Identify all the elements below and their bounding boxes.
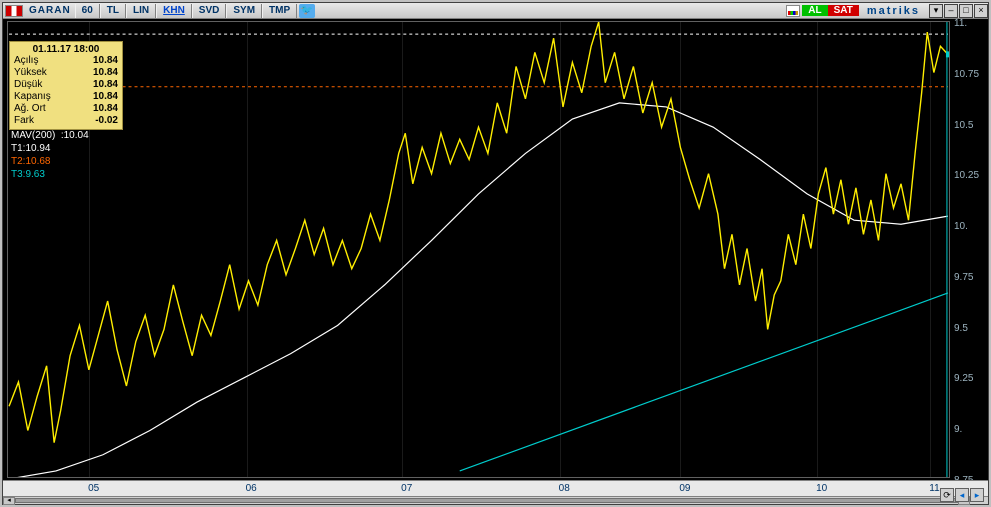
svd-button[interactable]: SVD	[192, 4, 227, 18]
indicator-legend: MAV(200) :10.04 T1:10.94 T2:10.68 T3:9.6…	[11, 129, 89, 181]
plot-area[interactable]	[7, 21, 950, 478]
scroll-left-button[interactable]: ◂	[3, 497, 15, 505]
y-tick: 10.	[954, 221, 968, 232]
flag-icon	[5, 5, 23, 17]
sym-button[interactable]: SYM	[226, 4, 262, 18]
x-tick: 05	[88, 483, 99, 494]
t1-label: T1:10.94	[11, 142, 89, 155]
y-tick: 10.75	[954, 69, 979, 80]
y-tick: 9.5	[954, 323, 968, 334]
chart-svg	[8, 22, 949, 477]
ohlc-info-box: 01.11.17 18:00 Açılış 10.84 Yüksek 10.84 Düş…	[9, 41, 123, 130]
period-button[interactable]: 60	[75, 4, 100, 18]
close-button[interactable]: ×	[974, 4, 988, 18]
scroll-thumb[interactable]	[15, 498, 958, 503]
y-tick: 10.5	[954, 120, 973, 131]
refresh-icon[interactable]: ⟳	[940, 488, 954, 502]
t3-label: T3:9.63	[11, 168, 89, 181]
next-icon[interactable]: ▸	[970, 488, 984, 502]
twitter-icon[interactable]: 🐦	[299, 4, 315, 18]
info-row-label: Kapanış	[14, 91, 51, 103]
tmp-button[interactable]: TMP	[262, 4, 297, 18]
info-row-label: Açılış	[14, 55, 38, 67]
x-axis: 05 06 07 08 09 10 11	[3, 480, 988, 496]
chart-area[interactable]: 11.10.7510.510.2510.9.759.59.259.8.75 01…	[3, 19, 988, 480]
x-tick: 10	[816, 483, 827, 494]
chart-icon[interactable]	[786, 5, 800, 17]
info-row-value: -0.02	[95, 115, 118, 127]
y-tick: 10.25	[954, 170, 979, 181]
minimize-button[interactable]: –	[944, 4, 958, 18]
t2-label: T2:10.68	[11, 155, 89, 168]
y-tick: 9.25	[954, 373, 973, 384]
y-tick: 11.	[954, 19, 967, 29]
info-row-label: Düşük	[14, 79, 42, 91]
y-tick: 9.	[954, 424, 962, 435]
y-axis: 11.10.7510.510.2510.9.759.59.259.8.75	[952, 21, 988, 478]
info-row-value: 10.84	[93, 79, 118, 91]
x-tick: 11	[929, 483, 939, 494]
al-button[interactable]: AL	[802, 5, 827, 16]
scrollbar[interactable]: ◂ ▸	[3, 496, 988, 504]
prev-icon[interactable]: ◂	[955, 488, 969, 502]
info-row-label: Fark	[14, 115, 34, 127]
x-tick: 09	[679, 483, 690, 494]
tl-button[interactable]: TL	[100, 4, 126, 18]
info-row-value: 10.84	[93, 91, 118, 103]
info-row-value: 10.84	[93, 103, 118, 115]
maximize-button[interactable]: □	[959, 4, 973, 18]
x-tick: 08	[559, 483, 570, 494]
info-datetime: 01.11.17 18:00	[14, 44, 118, 55]
sat-button[interactable]: SAT	[828, 5, 859, 16]
dropdown-button[interactable]: ▾	[929, 4, 943, 18]
x-tick: 07	[401, 483, 412, 494]
brand-label: matriks	[859, 5, 928, 17]
y-tick: 9.75	[954, 272, 973, 283]
info-row-value: 10.84	[93, 67, 118, 79]
x-tick: 06	[246, 483, 257, 494]
lin-button[interactable]: LIN	[126, 4, 156, 18]
info-row-label: Yüksek	[14, 67, 47, 79]
info-row-value: 10.84	[93, 55, 118, 67]
khn-button[interactable]: KHN	[156, 4, 192, 18]
symbol-label: GARAN	[25, 5, 75, 16]
info-row-label: Ağ. Ort	[14, 103, 46, 115]
